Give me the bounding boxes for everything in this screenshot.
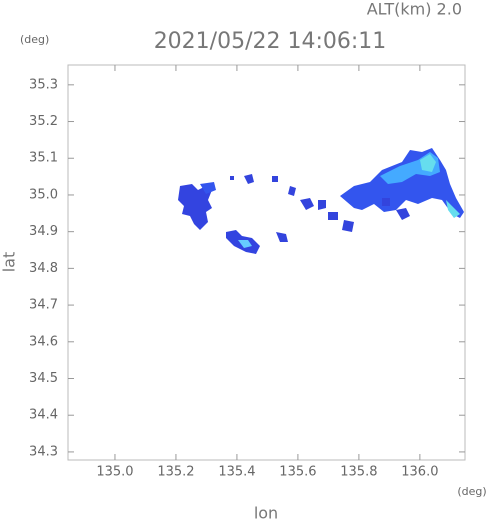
y-tick-label: 34.9 bbox=[29, 224, 58, 239]
y-axis-label: lat bbox=[0, 252, 19, 273]
y-tick-label: 34.4 bbox=[29, 408, 58, 423]
x-tick-label: 135.2 bbox=[157, 465, 194, 480]
x-tick-label: 135.8 bbox=[340, 465, 377, 480]
y-tick-label: 34.7 bbox=[29, 298, 58, 313]
y-tick-label: 34.5 bbox=[29, 371, 58, 386]
plot-frame bbox=[67, 64, 466, 461]
y-tick-label: 35.2 bbox=[29, 114, 58, 129]
y-tick-label: 35.3 bbox=[29, 77, 58, 92]
altitude-label: ALT(km) 2.0 bbox=[367, 0, 462, 19]
x-tick-label: 136.0 bbox=[401, 465, 438, 480]
echo-area bbox=[178, 148, 464, 254]
y-tick-label: 34.6 bbox=[29, 334, 58, 349]
x-axis-label: lon bbox=[254, 504, 278, 521]
y-unit: (deg) bbox=[20, 33, 49, 46]
x-tick-label: 135.0 bbox=[96, 465, 133, 480]
y-tick-label: 34.8 bbox=[29, 261, 58, 276]
y-tick-label: 34.3 bbox=[29, 444, 58, 459]
x-tick-label: 135.4 bbox=[218, 465, 255, 480]
chart-title: 2021/05/22 14:06:11 bbox=[154, 29, 387, 54]
x-unit: (deg) bbox=[457, 485, 486, 498]
x-tick-label: 135.6 bbox=[279, 465, 316, 480]
y-tick-label: 35.0 bbox=[29, 187, 58, 202]
y-tick-label: 35.1 bbox=[29, 151, 58, 166]
